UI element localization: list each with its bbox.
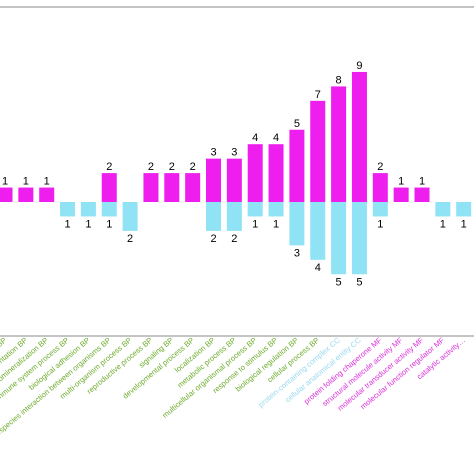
bar-up [101, 173, 117, 202]
bar-up-value: 2 [377, 161, 383, 173]
bar-down [60, 202, 76, 217]
bar-down-value: 1 [440, 218, 446, 230]
bar-up-value: 9 [356, 60, 362, 72]
bar-down-value: 4 [315, 262, 321, 274]
bar-down [101, 202, 117, 217]
bar-up-value: 1 [2, 176, 8, 188]
bar-up [143, 173, 159, 202]
bar-down-value: 1 [85, 218, 91, 230]
bar-down [226, 202, 242, 231]
bar-up-value: 5 [294, 118, 300, 130]
bar-up [247, 144, 263, 202]
downregulated-series [60, 202, 472, 275]
bar-up-value: 2 [169, 161, 175, 173]
bar-up [414, 187, 430, 202]
bar-up-value: 2 [190, 161, 196, 173]
bar-up [351, 71, 367, 202]
bar-up-value: 4 [252, 132, 258, 144]
bar-down [435, 202, 451, 217]
bar-down-value: 1 [252, 218, 258, 230]
bar-up-value: 3 [210, 147, 216, 159]
bar-down-value: 5 [356, 276, 362, 288]
bar-down [289, 202, 305, 246]
bar-down-value: 1 [273, 218, 279, 230]
bar-down [122, 202, 138, 231]
bar-down [268, 202, 284, 217]
bar-up-value: 2 [148, 161, 154, 173]
plot-frame [0, 6, 474, 337]
bar-up [372, 173, 388, 202]
bar-up-value: 1 [419, 176, 425, 188]
bar-down [206, 202, 221, 231]
bar-up-value: 8 [336, 74, 342, 86]
bar-up [226, 158, 242, 202]
bar-down [310, 202, 326, 260]
bar-down [331, 202, 347, 275]
bar-down [80, 202, 96, 217]
bar-down-value: 2 [231, 233, 237, 245]
bar-up-value: 2 [106, 161, 112, 173]
bar-up [0, 187, 13, 202]
bar-up [206, 158, 221, 202]
bar-down-value: 1 [461, 218, 467, 230]
bar-down-value: 3 [294, 247, 300, 259]
bar-up-value: 1 [44, 176, 50, 188]
bar-down-value: 1 [106, 218, 112, 230]
upregulated-series [0, 71, 430, 202]
bar-down [456, 202, 472, 217]
bar-up-value: 7 [315, 89, 321, 101]
bar-up [185, 173, 201, 202]
bar-up [393, 187, 409, 202]
bar-up-value: 1 [23, 176, 29, 188]
bar-up-value: 4 [273, 132, 279, 144]
bar-down-value: 1 [64, 218, 70, 230]
bar-up-value: 1 [398, 176, 404, 188]
bar-down [351, 202, 367, 275]
bar-up [268, 144, 284, 202]
bar-down-value: 2 [210, 233, 216, 245]
bar-value-labels: 1 1 1 1 1 2 1 2 2 2 2 3 2 3 2 4 1 4 1 5 3 7 4 8 5 9 5 2 1 1 1 1 1 [2, 60, 467, 288]
bar-up [164, 173, 180, 202]
bar-down-value: 2 [127, 233, 133, 245]
bar-up [331, 86, 347, 202]
bar-up [310, 100, 326, 202]
bar-down-value: 5 [336, 276, 342, 288]
bar-down [247, 202, 263, 217]
bar-up [18, 187, 34, 202]
bar-down [372, 202, 388, 217]
bar-down-value: 1 [377, 218, 383, 230]
bar-up [289, 129, 305, 202]
bar-up [39, 187, 55, 202]
bar-up-value: 3 [231, 147, 237, 159]
